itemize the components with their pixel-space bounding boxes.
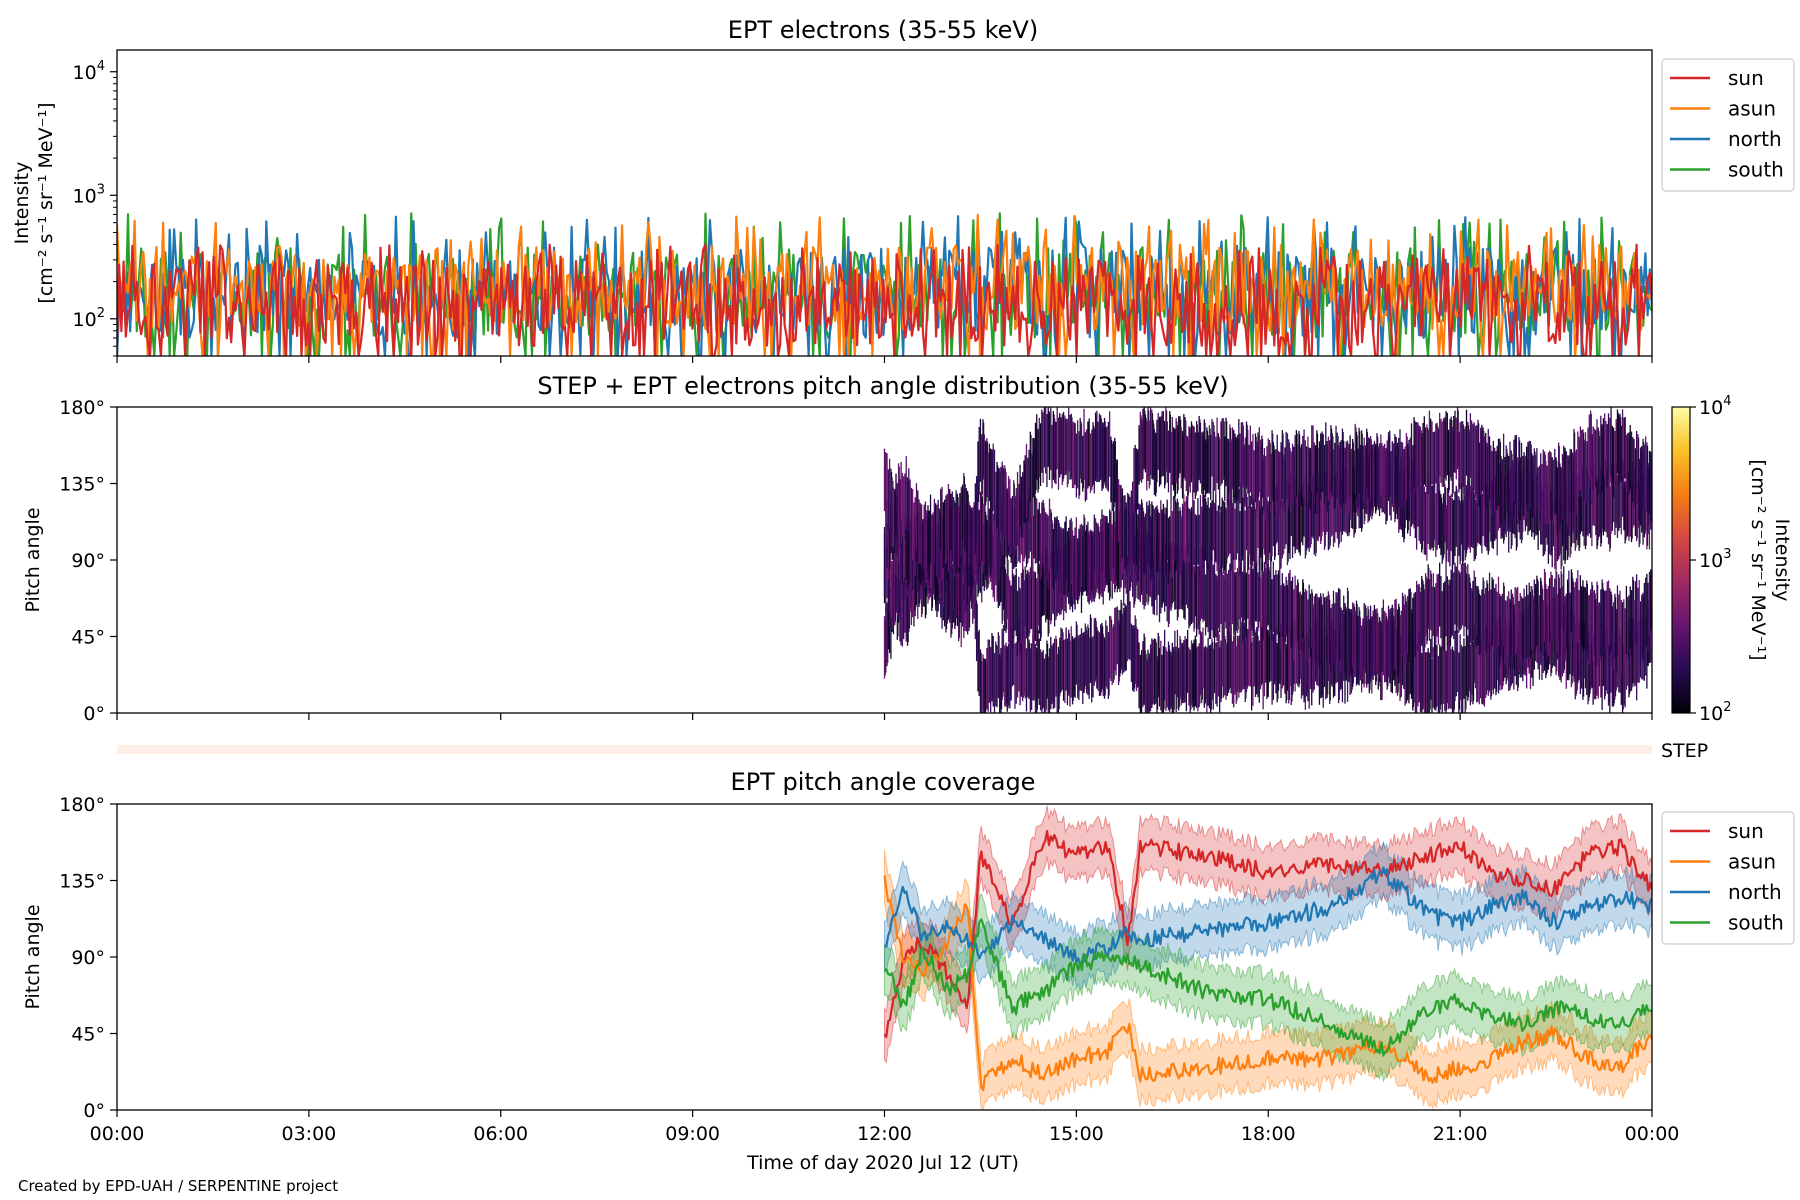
panel1-ytick-label: 102: [73, 306, 105, 331]
coverage-band-south: [884, 893, 1652, 1083]
panel2-title: STEP + EPT electrons pitch angle distrib…: [537, 372, 1228, 400]
panel3-title: EPT pitch angle coverage: [731, 768, 1036, 796]
legend-label-south: south: [1728, 911, 1784, 935]
x-tick-label: 18:00: [1241, 1123, 1296, 1145]
panel3-ylabel: Pitch angle: [22, 904, 44, 1009]
legend-label-north: north: [1728, 127, 1782, 151]
legend-label-north: north: [1728, 880, 1782, 904]
legend-label-asun: asun: [1728, 850, 1776, 874]
panel3-axes: 0° 45° 90° 135° 180° 00:00 03:00 06:00 09:00 12:0…: [59, 794, 1679, 1145]
x-axis-label: Time of day 2020 Jul 12 (UT): [746, 1152, 1019, 1174]
colorbar-label: Intensity[cm⁻² s⁻¹ sr⁻¹ MeV⁻¹]: [1747, 459, 1793, 660]
pitch-angle-heatmap: [883, 407, 1652, 713]
colorbar-tick-label: 102: [1699, 700, 1731, 725]
panel2-ylabel: Pitch angle: [22, 507, 44, 612]
panel1-legend: sun asun north south: [1661, 58, 1795, 192]
coverage-line-south: [883, 918, 1652, 1057]
panel3-ytick-label: 0°: [83, 1100, 105, 1122]
panel3-ytick-label: 45°: [71, 1024, 105, 1046]
step-bar: [117, 745, 1652, 754]
colorbar-tick-label: 103: [1699, 547, 1731, 572]
pitch-angle-distribution-panel: STEP + EPT electrons pitch angle distrib…: [22, 372, 1793, 725]
legend-box: [1661, 811, 1795, 945]
panel3-ytick-label: 135°: [59, 871, 105, 893]
intensity-series-group: [117, 212, 1652, 356]
panel1-ylabel: Intensity [cm⁻² s⁻¹ sr⁻¹ MeV⁻¹]: [11, 102, 57, 303]
coverage-band-asun: [884, 849, 1652, 1110]
panel3-ytick-label: 90°: [71, 947, 105, 969]
panel3-legend: sun asun north south: [1661, 811, 1795, 945]
x-tick-label: 09:00: [665, 1123, 720, 1145]
intensity-panel: EPT electrons (35-55 keV) 102 103 104 Inte…: [11, 16, 1795, 363]
colorbar-label-units: [cm⁻² s⁻¹ sr⁻¹ MeV⁻¹]: [1747, 459, 1769, 660]
panel1-ytick-label: 104: [73, 59, 105, 84]
panel2-axes: 0° 45° 90° 135° 180°: [59, 397, 1653, 725]
pitch-angle-coverage-panel: EPT pitch angle coverage 0° 45° 90° 135° 180…: [22, 768, 1795, 1174]
x-tick-label: 00:00: [90, 1123, 145, 1145]
x-tick-label: 06:00: [473, 1123, 528, 1145]
panel2-ytick-label: 45°: [71, 627, 105, 649]
panel1-ylabel-line1: Intensity: [11, 162, 33, 245]
panel2-ytick-label: 90°: [71, 550, 105, 572]
colorbar: 102 103 104 Intensity[cm⁻² s⁻¹ sr⁻¹ MeV⁻¹]: [1671, 394, 1793, 725]
legend-box: [1661, 58, 1795, 192]
footer-credit: Created by EPD-UAH / SERPENTINE project: [18, 1177, 338, 1195]
x-tick-label: 21:00: [1433, 1123, 1488, 1145]
intensity-line-sun: [117, 243, 1652, 356]
panel1-axes: 102 103 104: [73, 59, 1653, 363]
x-tick-label: 15:00: [1049, 1123, 1104, 1145]
panel1-title: EPT electrons (35-55 keV): [728, 16, 1038, 44]
coverage-series-group: [883, 805, 1652, 1110]
colorbar-gradient: [1671, 406, 1691, 714]
colorbar-label-title: Intensity: [1771, 519, 1793, 602]
panel2-ytick-label: 135°: [59, 474, 105, 496]
legend-label-asun: asun: [1728, 97, 1776, 121]
panel3-ytick-label: 180°: [59, 794, 105, 816]
panel2-ytick-label: 180°: [59, 397, 105, 419]
coverage-band-sun: [884, 805, 1652, 1064]
colorbar-tick-label: 104: [1699, 394, 1731, 419]
legend-label-sun: sun: [1728, 66, 1764, 90]
x-tick-label: 00:00: [1625, 1123, 1680, 1145]
legend-label-south: south: [1728, 158, 1784, 182]
step-label: STEP: [1661, 740, 1708, 762]
panel1-ytick-label: 103: [73, 182, 105, 207]
coverage-line-asun: [883, 875, 1652, 1092]
step-strip: STEP: [117, 740, 1708, 762]
panel1-ylabel-line2: [cm⁻² s⁻¹ sr⁻¹ MeV⁻¹]: [35, 102, 57, 303]
x-tick-label: 12:00: [857, 1123, 912, 1145]
x-tick-label: 03:00: [281, 1123, 336, 1145]
legend-label-sun: sun: [1728, 819, 1764, 843]
panel2-ytick-label: 0°: [83, 703, 105, 725]
coverage-line-north: [884, 866, 1652, 966]
